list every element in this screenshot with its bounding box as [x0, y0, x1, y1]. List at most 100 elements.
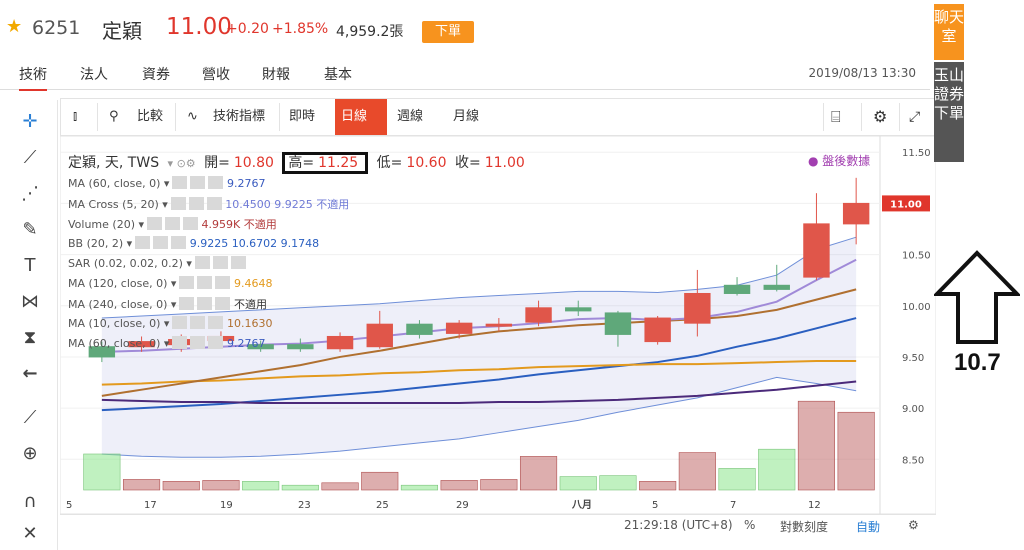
indicators-button[interactable]: 技術指標: [213, 109, 266, 124]
x-tick-label: 八月: [571, 499, 592, 511]
low-value: 10.60: [406, 155, 447, 171]
candle-body: [644, 317, 671, 343]
indicator-row[interactable]: MA (10, close, 0) ▾ 10.1630: [68, 316, 272, 330]
candle-body: [247, 344, 274, 350]
magnet-icon[interactable]: ∩: [23, 491, 37, 512]
last-price: 11.00: [166, 14, 232, 40]
open-value: 10.80: [233, 155, 274, 171]
indicator-values: 10.4500 9.9225 不適用: [225, 198, 350, 211]
volume-bar: [797, 400, 836, 491]
interval-weekly[interactable]: 週線: [397, 109, 424, 124]
interval-monthly[interactable]: 月線: [453, 109, 480, 124]
x-tick-label: 7: [730, 500, 736, 511]
x-tick-label: 5: [66, 500, 72, 511]
candle-body: [88, 346, 116, 358]
crosshair-icon[interactable]: ✛: [22, 111, 38, 132]
stock-code: 6251: [32, 17, 81, 39]
ma-line: [101, 288, 857, 397]
indicator-row[interactable]: MA (60, close, 0) ▾ 9.2767: [68, 336, 265, 350]
remove-icon[interactable]: ✕: [22, 523, 38, 544]
indicator-row[interactable]: Volume (20) ▾ 4.959K 不適用: [68, 216, 277, 232]
tab-basic[interactable]: 基本: [324, 67, 352, 83]
tab-margin[interactable]: 資券: [142, 67, 170, 83]
last-price-marker: [882, 195, 930, 212]
camera-icon[interactable]: ⌸: [831, 107, 841, 126]
chat-room-button[interactable]: 聊天室: [934, 4, 964, 60]
arrow-left-icon[interactable]: ←: [22, 363, 38, 384]
indicator-controls-icon[interactable]: ▾: [160, 316, 227, 330]
indicator-name: MA Cross (5, 20): [68, 198, 159, 211]
indicator-values: 9.4648: [233, 277, 273, 290]
measure-icon[interactable]: ⧗: [23, 327, 37, 348]
tab-financials[interactable]: 財報: [262, 67, 290, 83]
indicator-row[interactable]: MA (120, close, 0) ▾ 9.4648: [68, 276, 272, 290]
open-label: 開=: [204, 155, 230, 171]
tab-technical[interactable]: 技術: [19, 64, 47, 91]
volume-bar: [559, 476, 597, 491]
candle-body: [763, 284, 790, 290]
indicator-values: 4.959K 不適用: [201, 218, 277, 231]
chart-toolbar: ⫾ ⚲ 比較 ∿ 技術指標 即時 日線 週線 月線 ⌸ ⚙ ⤢: [60, 98, 936, 136]
post-market-data[interactable]: ● 盤後數據: [808, 154, 871, 168]
volume-bar: [162, 481, 200, 491]
indicator-controls-icon[interactable]: ▾: [167, 276, 234, 290]
percent-toggle[interactable]: %: [744, 518, 756, 532]
indicator-row[interactable]: MA Cross (5, 20) ▾ 10.4500 9.9225 不適用: [68, 196, 349, 212]
ruler-icon[interactable]: ⟋: [23, 407, 37, 428]
indicator-name: SAR (0.02, 0.02, 0.2): [68, 257, 183, 270]
candle-type-icon[interactable]: ⫾: [73, 109, 78, 124]
legend-controls-icon[interactable]: ▾ ⊙⚙: [167, 157, 196, 170]
tab-institutional[interactable]: 法人: [80, 67, 108, 83]
ohlc-legend: 定穎, 天, TWS ▾ ⊙⚙ 開= 10.80 高= 11.25 低= 10.60 …: [68, 152, 529, 174]
indicator-controls-icon[interactable]: ▾: [183, 256, 246, 270]
y-tick-label: 10.50: [902, 251, 931, 262]
esun-order-button[interactable]: 玉山證券下單: [934, 62, 964, 162]
x-tick-label: 23: [298, 500, 311, 511]
candle-body: [565, 307, 592, 312]
order-button[interactable]: 下單: [422, 21, 474, 43]
symbol-title[interactable]: 定穎, 天, TWS: [68, 155, 160, 171]
pattern-icon[interactable]: ⋈: [21, 291, 39, 312]
indicator-values: 不適用: [233, 298, 267, 311]
tab-revenue[interactable]: 營收: [202, 67, 230, 83]
indicator-row[interactable]: MA (240, close, 0) ▾ 不適用: [68, 296, 267, 312]
volume-bar: [122, 479, 161, 491]
indicator-row[interactable]: MA (60, close, 0) ▾ 9.2767: [68, 176, 265, 190]
text-icon[interactable]: T: [24, 255, 36, 276]
indicator-controls-icon[interactable]: ▾: [135, 217, 202, 231]
brush-icon[interactable]: ✎: [22, 219, 38, 240]
candle-body: [684, 292, 711, 324]
auto-scale-toggle[interactable]: 自動: [856, 520, 881, 534]
candle-body: [604, 312, 632, 335]
indicator-controls-icon[interactable]: ▾: [167, 297, 234, 311]
indicator-values: 9.9225 10.6702 9.1748: [189, 237, 320, 250]
candle-body: [842, 202, 870, 225]
candle-body: [287, 344, 314, 350]
indicator-controls-icon[interactable]: ▾: [160, 336, 227, 350]
indicator-row[interactable]: SAR (0.02, 0.02, 0.2) ▾: [68, 256, 246, 270]
indicator-name: MA (120, close, 0): [68, 277, 168, 290]
fan-icon[interactable]: ⋰: [21, 183, 39, 204]
settings-icon[interactable]: ⚙: [908, 518, 919, 532]
indicator-values: 9.2767: [226, 337, 266, 350]
log-scale-toggle[interactable]: 對數刻度: [780, 520, 829, 534]
compare-button[interactable]: 比較: [137, 109, 164, 124]
interval-intraday[interactable]: 即時: [289, 109, 316, 124]
quote-header: ★ 6251 定穎 11.00 +0.20 +1.85% 4,959.2張 下單: [0, 0, 930, 58]
volume-bar: [281, 484, 319, 491]
indicator-row[interactable]: BB (20, 2) ▾ 9.9225 10.6702 9.1748: [68, 236, 319, 250]
y-tick-label: 8.50: [902, 455, 924, 466]
gear-icon[interactable]: ⚙: [873, 107, 888, 126]
star-icon[interactable]: ★: [6, 16, 23, 37]
fullscreen-icon[interactable]: ⤢: [909, 109, 921, 125]
price-chart[interactable]: 11.50 11.00 10.50 10.00 9.50 9.00 8.50 11.00 5 17…: [60, 136, 936, 536]
low-label: 低=: [376, 155, 403, 171]
trendline-icon[interactable]: ⟋: [23, 147, 37, 168]
high-box: 高= 11.25: [282, 152, 369, 174]
indicator-controls-icon[interactable]: ▾: [123, 236, 190, 250]
indicator-controls-icon[interactable]: ▾: [160, 176, 227, 190]
indicator-name: Volume (20): [68, 218, 135, 231]
indicator-controls-icon[interactable]: ▾: [159, 197, 226, 211]
interval-daily[interactable]: 日線: [335, 99, 387, 135]
zoom-in-icon[interactable]: ⊕: [22, 443, 38, 464]
